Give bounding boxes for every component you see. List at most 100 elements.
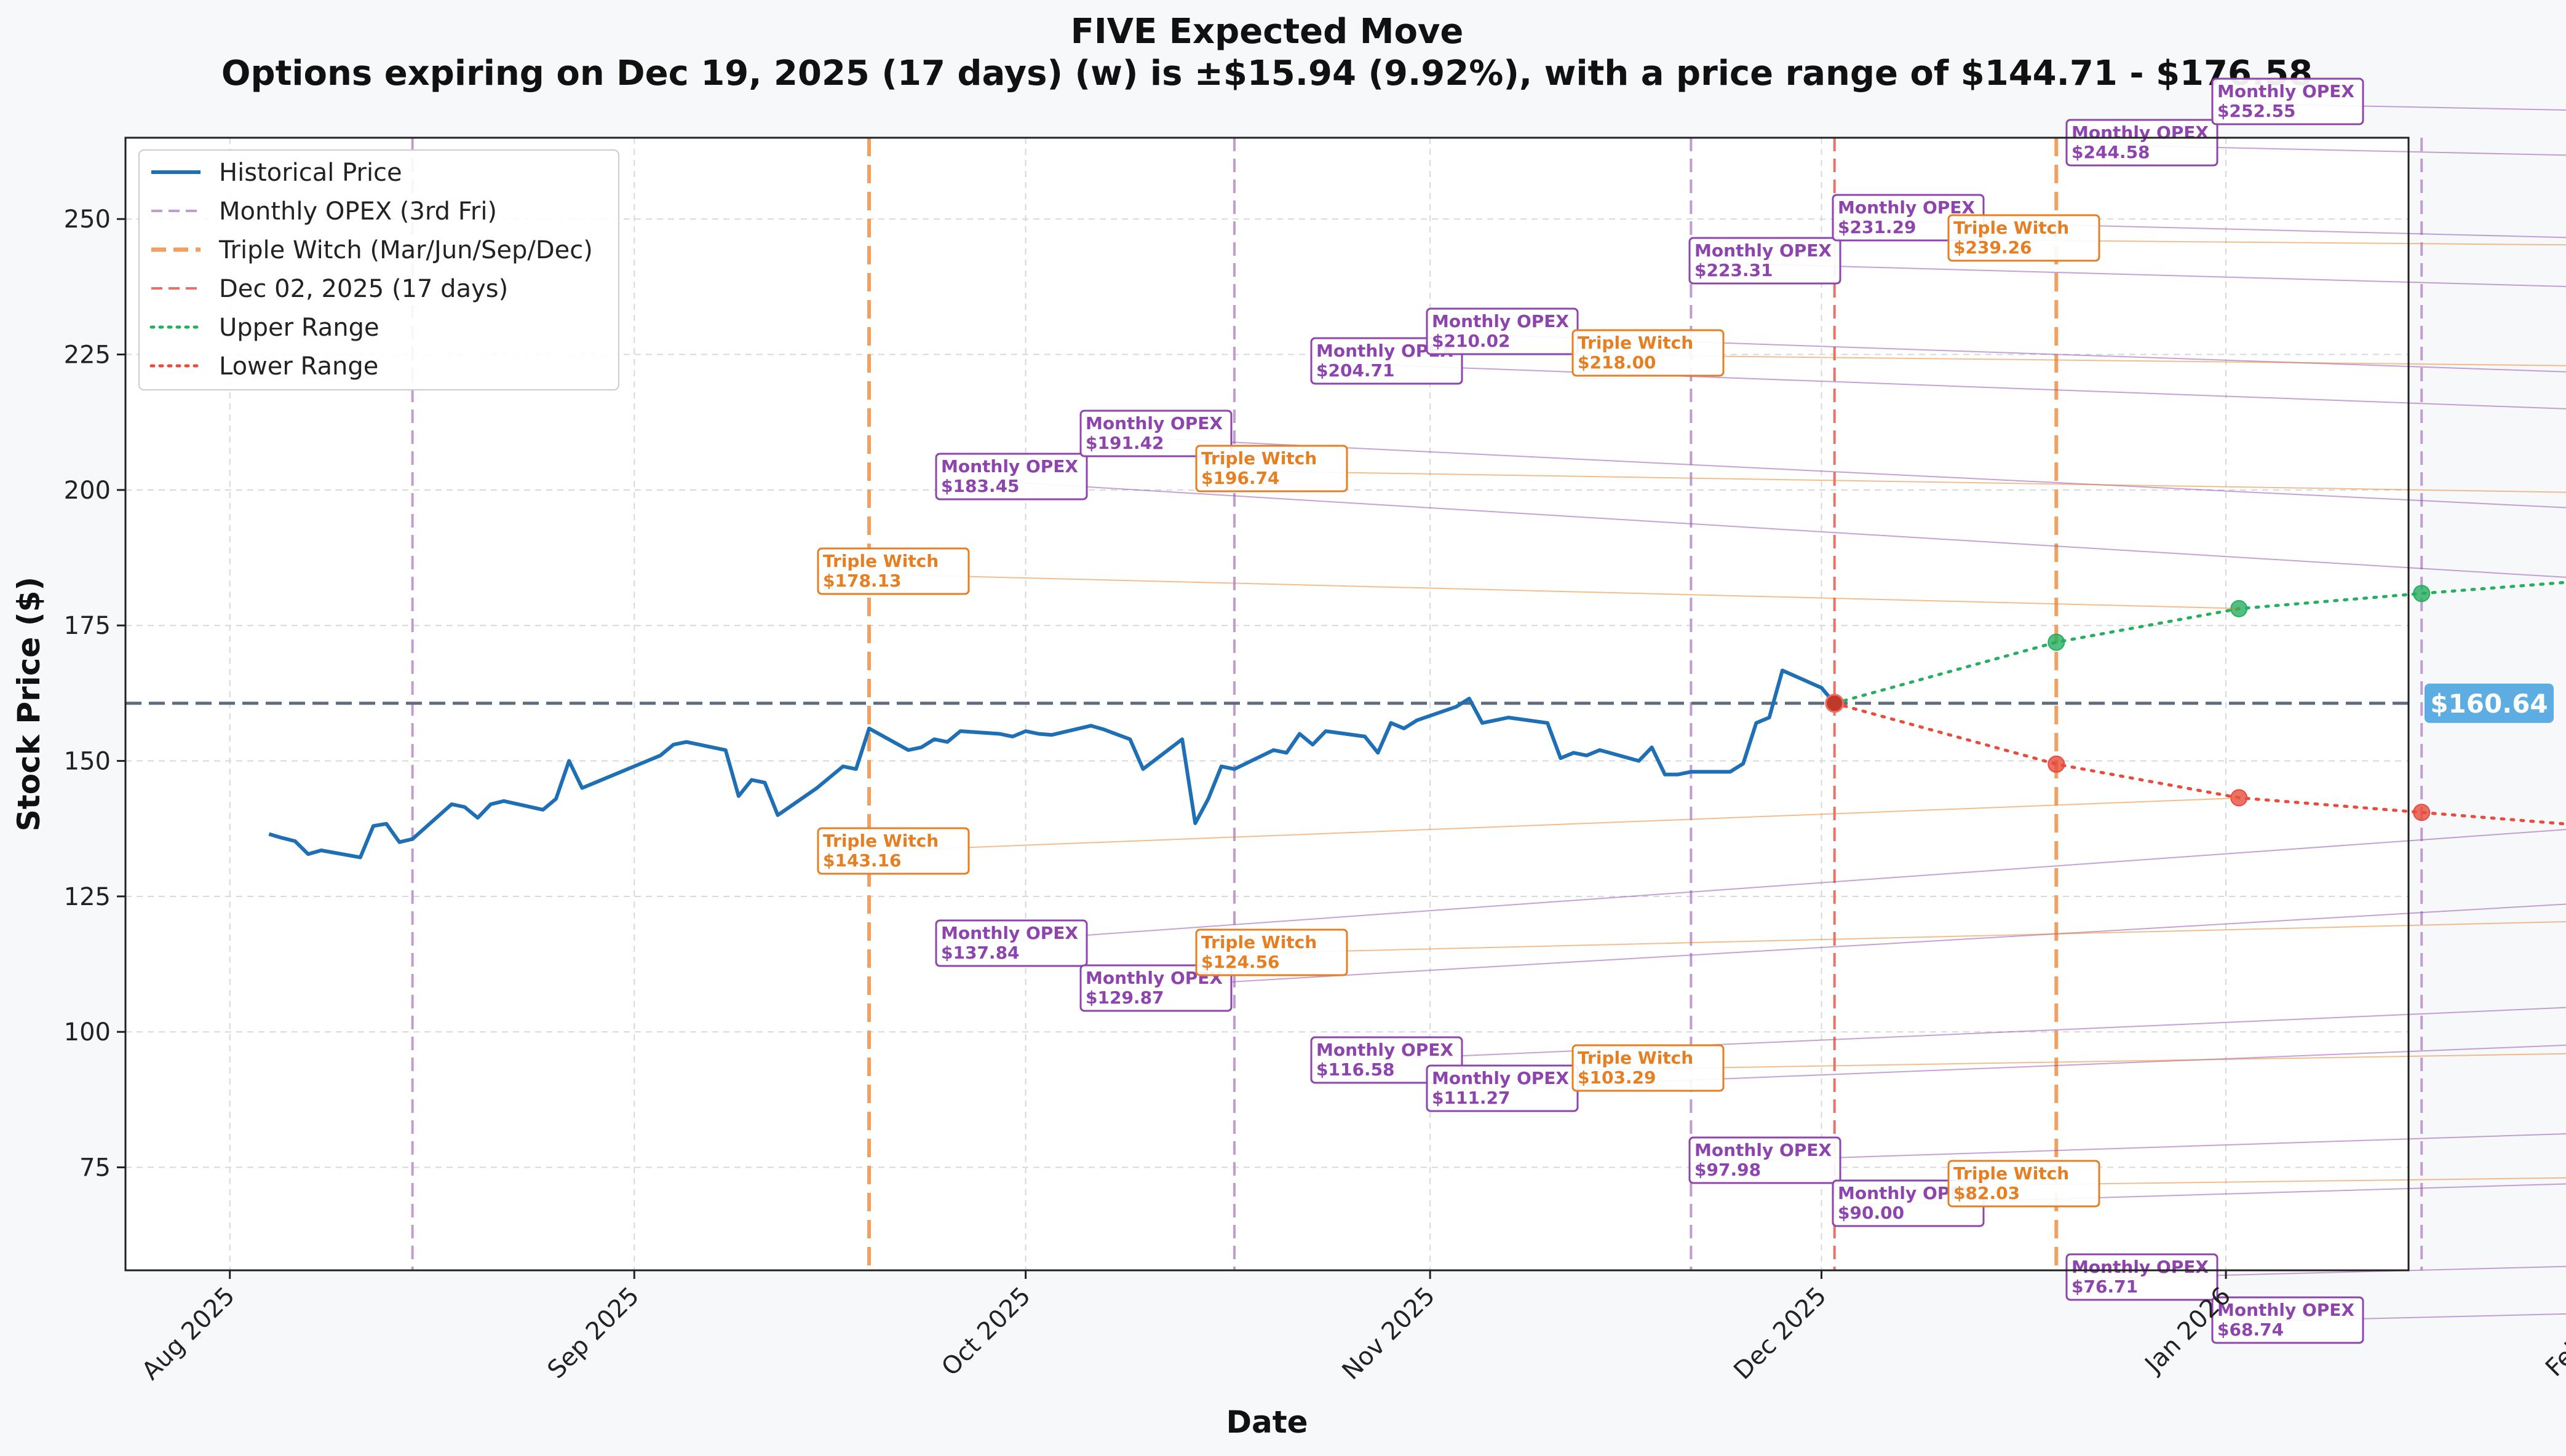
annotation-leader xyxy=(1584,354,2566,366)
annotation-title: Triple Witch xyxy=(1201,932,1317,952)
annotation-box xyxy=(2211,77,2364,125)
annotation-title: Monthly OPEX xyxy=(1694,240,1832,261)
annotation-value: $183.45 xyxy=(941,476,1020,496)
annotation-value: $111.27 xyxy=(1432,1088,1511,1108)
opex-annotation: Monthly OPEX$129.87 xyxy=(1079,903,2566,1012)
annotation-leader xyxy=(1208,470,2566,493)
annotation-leader xyxy=(948,478,2566,578)
legend-label: Dec 02, 2025 (17 days) xyxy=(219,275,508,303)
annotation-value: $244.58 xyxy=(2071,142,2150,162)
annotation-title: Triple Witch xyxy=(1953,218,2069,238)
y-tick-label: 200 xyxy=(64,477,111,505)
annotation-value: $90.00 xyxy=(1838,1203,1904,1223)
annotation-value: $196.74 xyxy=(1201,468,1280,488)
chart-title: FIVE Expected Move xyxy=(1071,12,1464,52)
annotation-value: $252.55 xyxy=(2217,101,2296,121)
annotation-value: $68.74 xyxy=(2217,1320,2284,1340)
annotation-box xyxy=(1310,337,1463,385)
annotation-title: Triple Witch xyxy=(823,551,939,571)
legend: Historical Price Monthly OPEX (3rd Fri) Tr… xyxy=(138,149,619,390)
legend-label: Lower Range xyxy=(219,352,378,381)
opex-annotation: Monthly OPEX$244.58 xyxy=(2065,119,2566,167)
x-axis-label: Date xyxy=(1226,1404,1308,1440)
annotation-title: Monthly OPEX xyxy=(2071,1257,2209,1277)
annotation-box xyxy=(1688,237,1841,285)
triple-witch-annotation: Triple Witch$103.29 xyxy=(1571,1044,2566,1092)
triple-witch-annotation: Triple Witch$196.74 xyxy=(1195,445,2566,493)
annotation-box xyxy=(935,919,1088,967)
annotation-value: $223.31 xyxy=(1694,260,1773,280)
series-group xyxy=(268,580,2566,860)
annotation-box xyxy=(1079,410,1233,457)
annotation-value: $204.71 xyxy=(1316,360,1395,381)
legend-label: Historical Price xyxy=(219,159,402,187)
annotation-leader xyxy=(1092,435,2566,508)
opex-annotation: Monthly OPEX$76.71 xyxy=(2065,1253,2566,1301)
annotation-value: $103.29 xyxy=(1578,1067,1656,1088)
annotation-leader xyxy=(1092,903,2566,991)
annotation-box xyxy=(2065,1253,2218,1301)
opex-annotation: Monthly OPEX$116.58 xyxy=(1310,1007,2566,1084)
opex-annotation: Monthly OPEX$252.55 xyxy=(2211,77,2566,125)
annotation-value: $129.87 xyxy=(1086,987,1164,1008)
annotation-value: $97.98 xyxy=(1694,1160,1761,1180)
opex-annotation: Monthly OPEX$68.74 xyxy=(2211,1296,2566,1344)
current-price-label: $160.64 xyxy=(2430,689,2548,719)
legend-label: Monthly OPEX (3rd Fri) xyxy=(219,197,497,226)
historical-price-line xyxy=(268,668,1836,860)
annotation-value: $82.03 xyxy=(1953,1183,2020,1203)
annotation-title: Monthly OPEX xyxy=(1432,311,1569,331)
annotation-leader xyxy=(830,797,2239,853)
annotation-title: Triple Witch xyxy=(823,831,939,851)
annotation-value: $210.02 xyxy=(1432,331,1511,351)
annotation-leader xyxy=(1845,1183,2566,1206)
annotation-box xyxy=(2211,1296,2364,1344)
legend-label: Triple Witch (Mar/Jun/Sep/Dec) xyxy=(218,236,593,264)
triple-witch-annotation: Triple Witch$218.00 xyxy=(1571,329,2566,377)
annotation-title: Monthly OPEX xyxy=(2217,81,2354,101)
opex-annotation: Monthly OPEX$210.02 xyxy=(1426,307,2566,373)
annotation-box xyxy=(1195,445,1348,493)
annotation-box xyxy=(1947,214,2100,262)
annotation-value: $137.84 xyxy=(941,943,1020,963)
annotation-box xyxy=(1310,1036,1463,1084)
annotation-leader xyxy=(1208,920,2566,955)
annotation-title: Monthly OPEX xyxy=(1316,1040,1453,1060)
annotation-leader xyxy=(1701,1133,2566,1163)
opex-annotation: Monthly OPEX$90.00 xyxy=(1832,1179,2566,1227)
annotation-title: Monthly OPEX xyxy=(941,923,1078,943)
annotation-title: Triple Witch xyxy=(1201,448,1317,469)
opex-annotation: Monthly OPEX$191.42 xyxy=(1079,410,2566,508)
annotation-title: Triple Witch xyxy=(1953,1163,2069,1184)
annotation-box xyxy=(817,547,970,595)
annotation-leader xyxy=(1845,219,2566,239)
annotation-value: $218.00 xyxy=(1578,352,1656,373)
triple-witch-annotation: Triple Witch$82.03 xyxy=(1947,1160,2566,1208)
annotation-value: $116.58 xyxy=(1316,1059,1395,1080)
annotation-leader xyxy=(948,829,2566,946)
annotation-box xyxy=(1688,1136,1841,1184)
annotation-value: $191.42 xyxy=(1086,433,1164,453)
opex-annotation: Monthly OPEX$223.31 xyxy=(1688,237,2566,288)
legend-label: Upper Range xyxy=(219,314,379,342)
annotation-leader xyxy=(1323,362,2566,410)
opex-annotation: Monthly OPEX$137.84 xyxy=(935,829,2566,967)
annotation-value: $239.26 xyxy=(1953,237,2032,258)
opex-annotation: Monthly OPEX$111.27 xyxy=(1426,1044,2566,1112)
current-price-badge xyxy=(2425,683,2554,723)
annotation-leader xyxy=(830,572,2239,609)
y-tick-label: 175 xyxy=(64,612,111,640)
annotation-value: $124.56 xyxy=(1201,952,1280,972)
annotation-box xyxy=(1195,928,1348,976)
annotation-title: Triple Witch xyxy=(1578,333,1693,353)
y-tick-label: 125 xyxy=(64,883,111,911)
y-tick-label: 150 xyxy=(64,748,111,776)
annotation-leader xyxy=(1439,1044,2566,1091)
y-tick-label: 250 xyxy=(64,205,111,234)
annotation-box xyxy=(2065,119,2218,167)
annotation-title: Monthly OPEX xyxy=(2217,1300,2354,1320)
y-axis-label: Stock Price ($) xyxy=(11,577,47,831)
annotation-title: Monthly OPEX xyxy=(1694,1140,1832,1160)
